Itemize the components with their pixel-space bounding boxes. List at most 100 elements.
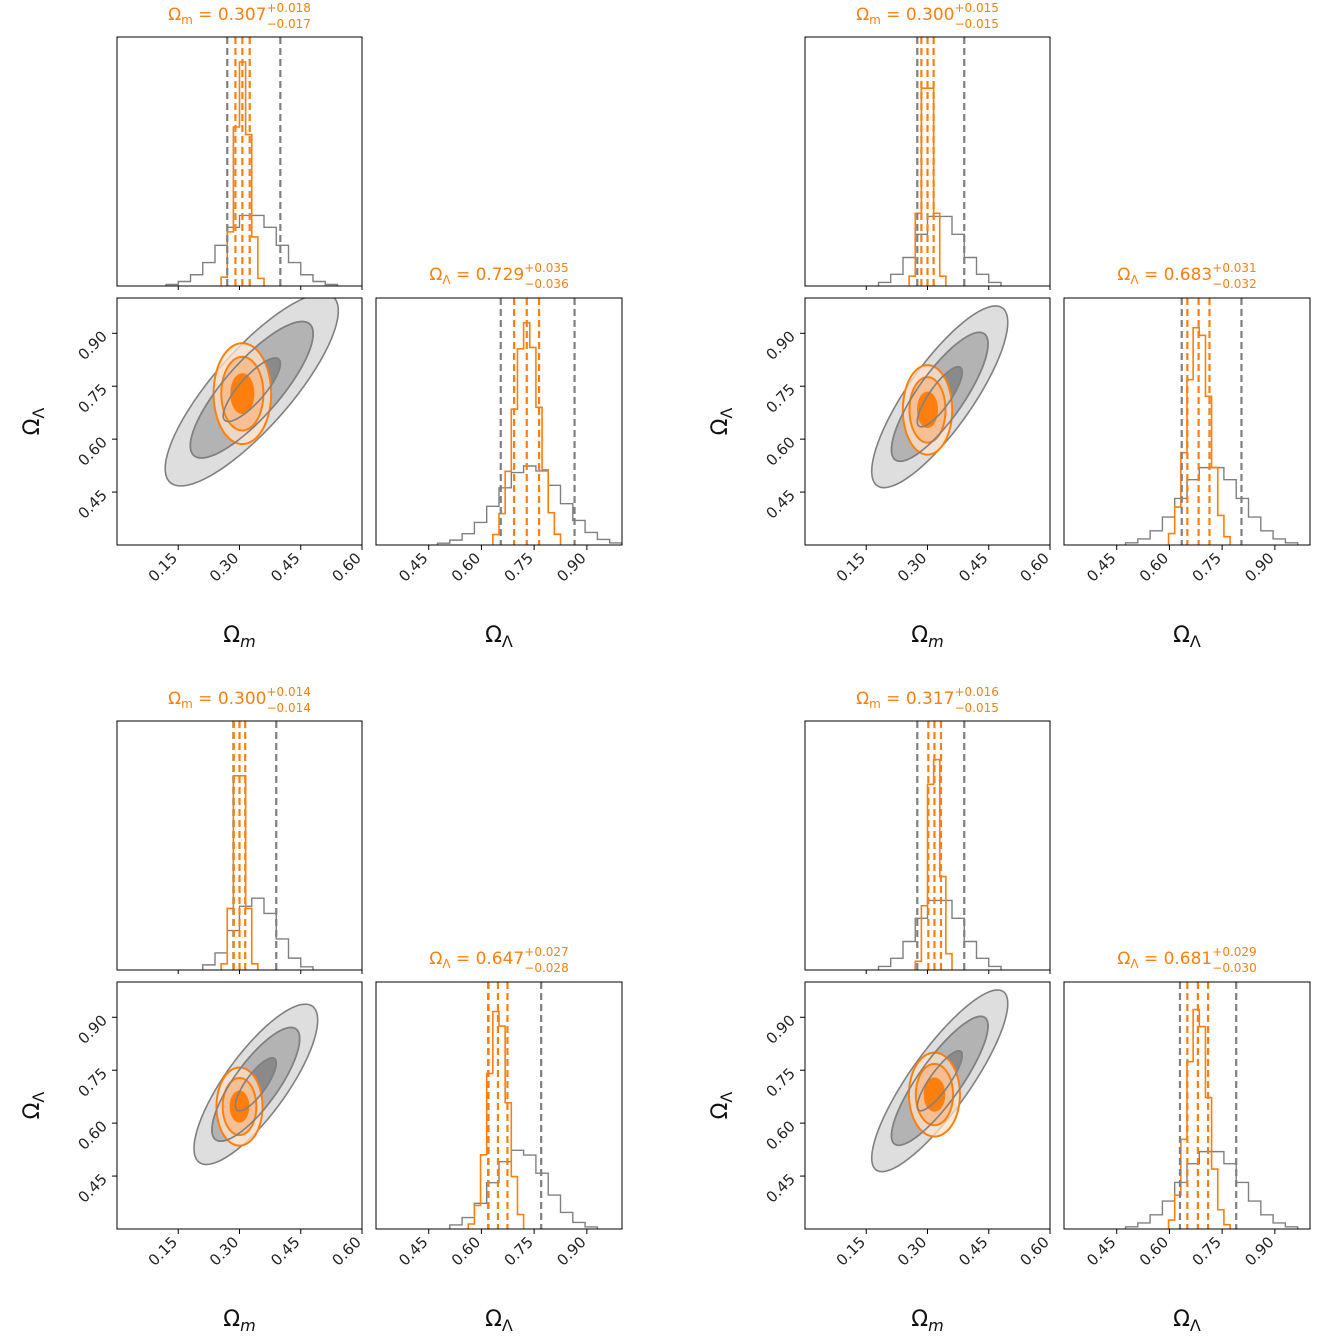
tick-label-m: 0.45 [955,549,991,585]
tick-label-l-y: 0.90 [74,1011,110,1047]
title-minus: −0.032 [1212,277,1256,291]
axes-frame-right [375,297,623,546]
hist-omega-l: ΩΛ = 0.647+0.027−0.028 0.45 0.60 0.75 0.90 ΩΛ [375,945,623,1335]
grey-contour-outline [234,1057,278,1112]
ylabel-omega-l: ΩΛ [20,408,48,436]
svg-text:Ωm = 0.317+0.016: Ωm = 0.317+0.016 [856,685,999,711]
tick-label-l-y: 0.45 [74,486,110,522]
corner-panel-bottom-right: Ωm = 0.317+0.016−0.015 0.15 0.30 0.45 0.60 0.… [708,685,1311,1335]
tick-label-l: 0.75 [1189,1233,1225,1269]
title-omega-m: Ωm = 0.307+0.018−0.017 [168,1,311,31]
xlabel-omega-l: ΩΛ [485,1307,513,1335]
hist-grey-m [202,897,314,970]
grey-contour-outline [916,366,964,428]
axes-frame-right [1063,981,1311,1230]
tick-label-m: 0.15 [145,1233,181,1269]
tick-label-l-y: 0.90 [762,1011,798,1047]
hist-orange-l [1167,1008,1231,1229]
tick-label-m: 0.30 [206,1233,242,1269]
tick-label-l-y: 0.75 [74,1064,110,1100]
tick-label-l-y: 0.75 [762,1064,798,1100]
xlabel-omega-m: Ωm [911,623,943,651]
tick-label-l: 0.60 [1136,1233,1172,1269]
tick-label-m: 0.30 [894,549,930,585]
tick-label-l: 0.75 [501,1233,537,1269]
orange-contour-3 [923,1077,946,1112]
title-omega-m: Ωm = 0.300+0.014−0.014 [168,685,311,715]
xlabel-omega-l: ΩΛ [1173,623,1201,651]
tick-label-l-y: 0.45 [762,1170,798,1206]
tick-label-l-y: 0.75 [74,380,110,416]
hist-orange-m [220,775,259,970]
tick-label-m: 0.30 [206,549,242,585]
tick-label-l-y: 0.75 [762,380,798,416]
tick-label-m: 0.30 [894,1233,930,1269]
hist-omega-m: Ωm = 0.307+0.018−0.017 [116,1,363,290]
title-minus: −0.017 [267,17,311,31]
tick-label-l: 0.90 [553,1233,589,1269]
svg-text:Ωm = 0.300+0.015: Ωm = 0.300+0.015 [856,1,999,27]
contour-2d [870,989,1009,1173]
corner-panel-top-left: Ωm = 0.307+0.018−0.017 0.15 0.30 0.45 0.60 0.… [20,1,623,651]
orange-contour-3 [229,1090,250,1123]
grey-contour-outline [916,1050,963,1112]
xlabel-omega-l: ΩΛ [1173,1307,1201,1335]
grey-contour-outline [890,331,989,463]
axes-frame-right [1063,297,1311,546]
contour-2d [193,1003,319,1166]
hist-grey-l [1124,466,1299,545]
orange-contour-3 [917,391,938,429]
tick-label-l-y: 0.45 [762,486,798,522]
hist-omega-m: Ωm = 0.300+0.014−0.014 [116,685,363,974]
axes-frame-right [375,981,623,1230]
tick-label-l: 0.75 [501,549,537,585]
title-minus: −0.030 [1212,961,1256,975]
hist-orange-m [908,87,947,286]
hist-omega-l: ΩΛ = 0.681+0.029−0.030 0.45 0.60 0.75 0.90 ΩΛ [1063,945,1311,1335]
svg-text:ΩΛ = 0.647+0.027: ΩΛ = 0.647+0.027 [429,945,568,971]
svg-text:ΩΛ = 0.683+0.031: ΩΛ = 0.683+0.031 [1117,261,1256,287]
xlabel-omega-m: Ωm [911,1307,943,1335]
hist-omega-m: Ωm = 0.317+0.016−0.015 [804,685,1051,974]
tick-label-l: 0.45 [395,549,431,585]
xlabel-omega-m: Ωm [223,623,255,651]
title-minus: −0.015 [955,17,999,31]
title-omega-l: ΩΛ = 0.681+0.029−0.030 [1117,945,1256,975]
title-omega-m: Ωm = 0.300+0.015−0.015 [856,1,999,31]
tick-label-m: 0.45 [955,1233,991,1269]
tick-label-l: 0.60 [448,549,484,585]
tick-label-m: 0.45 [267,1233,303,1269]
tick-label-l-y: 0.90 [762,327,798,363]
svg-text:Ωm = 0.300+0.014: Ωm = 0.300+0.014 [168,685,311,711]
tick-label-m: 0.15 [833,1233,869,1269]
tick-label-l: 0.45 [1083,549,1119,585]
tick-label-l-y: 0.60 [762,1117,798,1153]
tick-label-m: 0.15 [833,549,869,585]
orange-contour-3 [230,373,255,415]
title-minus: −0.015 [955,701,999,715]
tick-label-l-y: 0.60 [762,433,798,469]
corner-panel-top-right: Ωm = 0.300+0.015−0.015 0.15 0.30 0.45 0.60 0.… [708,1,1311,651]
grey-contour-outline [211,1026,301,1143]
title-minus: −0.028 [524,961,568,975]
grey-contour-outline [189,320,314,459]
ylabel-omega-l: ΩΛ [708,408,736,436]
svg-text:ΩΛ = 0.681+0.029: ΩΛ = 0.681+0.029 [1117,945,1256,971]
tick-label-l-y: 0.60 [74,433,110,469]
svg-text:ΩΛ = 0.729+0.035: ΩΛ = 0.729+0.035 [429,261,568,287]
hist-grey-l [436,465,622,545]
tick-label-l: 0.75 [1189,549,1225,585]
title-omega-m: Ωm = 0.317+0.016−0.015 [856,685,999,715]
tick-label-l-y: 0.60 [74,1117,110,1153]
tick-label-m: 0.60 [1016,1233,1052,1269]
tick-label-l: 0.60 [448,1233,484,1269]
xlabel-omega-m: Ωm [223,1307,255,1335]
title-minus: −0.014 [267,701,311,715]
title-omega-l: ΩΛ = 0.729+0.035−0.036 [429,261,568,291]
tick-label-m: 0.45 [267,549,303,585]
contour-2d [870,305,1009,489]
title-minus: −0.036 [524,277,568,291]
tick-label-m: 0.15 [145,549,181,585]
tick-label-l-y: 0.45 [74,1170,110,1206]
